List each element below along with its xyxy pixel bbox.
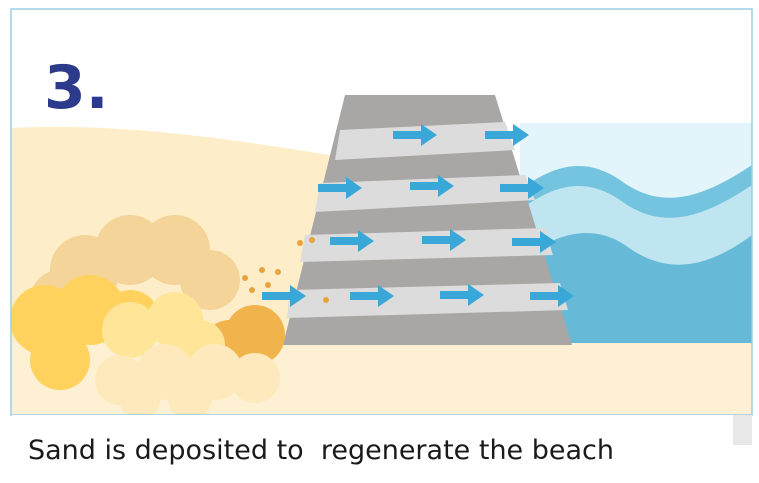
step-number: 3. bbox=[44, 53, 109, 123]
scene bbox=[10, 9, 752, 420]
illustration: 3. Sand is deposited to regenerate the b… bbox=[0, 0, 759, 483]
caption: Sand is deposited to regenerate the beac… bbox=[28, 435, 614, 466]
page: 3. Sand is deposited to regenerate the b… bbox=[0, 0, 759, 483]
